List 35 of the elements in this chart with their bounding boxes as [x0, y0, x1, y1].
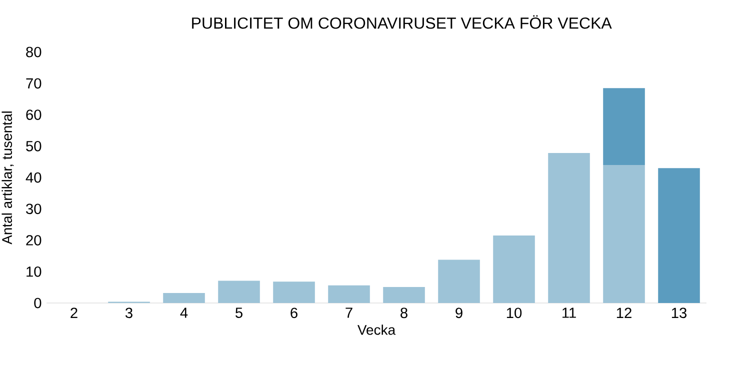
x-tick-label: 3 — [125, 308, 132, 318]
y-tick-label: 20 — [26, 235, 42, 246]
bar — [603, 88, 645, 165]
bar — [438, 260, 480, 303]
y-tick-label: 50 — [26, 140, 42, 152]
x-tick-label: 5 — [236, 308, 242, 318]
x-tick-label: 13 — [672, 308, 687, 318]
y-axis-title: Antal artiklar, tusental — [2, 112, 14, 244]
x-tick-label: 8 — [400, 308, 408, 318]
bar — [218, 280, 260, 303]
y-tick-label: 80 — [26, 46, 42, 58]
y-tick-label: 40 — [26, 172, 42, 183]
x-tick-label: 11 — [562, 308, 576, 318]
bar — [273, 282, 315, 303]
y-tick-label: 70 — [26, 78, 42, 89]
x-tick-label: 4 — [180, 308, 188, 318]
bar — [603, 164, 645, 303]
bar — [658, 168, 700, 303]
y-tick-label: 10 — [26, 266, 42, 277]
bar — [548, 153, 590, 303]
bar — [163, 292, 205, 303]
x-tick-label: 7 — [346, 308, 352, 318]
x-axis-title: Vecka — [357, 324, 396, 335]
y-tick-label: 60 — [26, 110, 42, 120]
x-tick-label: 9 — [456, 308, 462, 318]
chart-title: PUBLICITET OM CORONAVIRUSET VECKA FÖR VECKA — [192, 15, 612, 29]
y-tick-label: 0 — [34, 298, 42, 308]
x-tick-label: 12 — [616, 308, 632, 318]
bar — [328, 285, 370, 303]
y-tick-label: 30 — [26, 204, 42, 214]
bar — [493, 236, 535, 303]
x-tick-label: 2 — [70, 308, 78, 318]
x-tick-label: 6 — [290, 308, 298, 318]
x-tick-label: 10 — [506, 308, 522, 318]
bar — [383, 286, 425, 303]
